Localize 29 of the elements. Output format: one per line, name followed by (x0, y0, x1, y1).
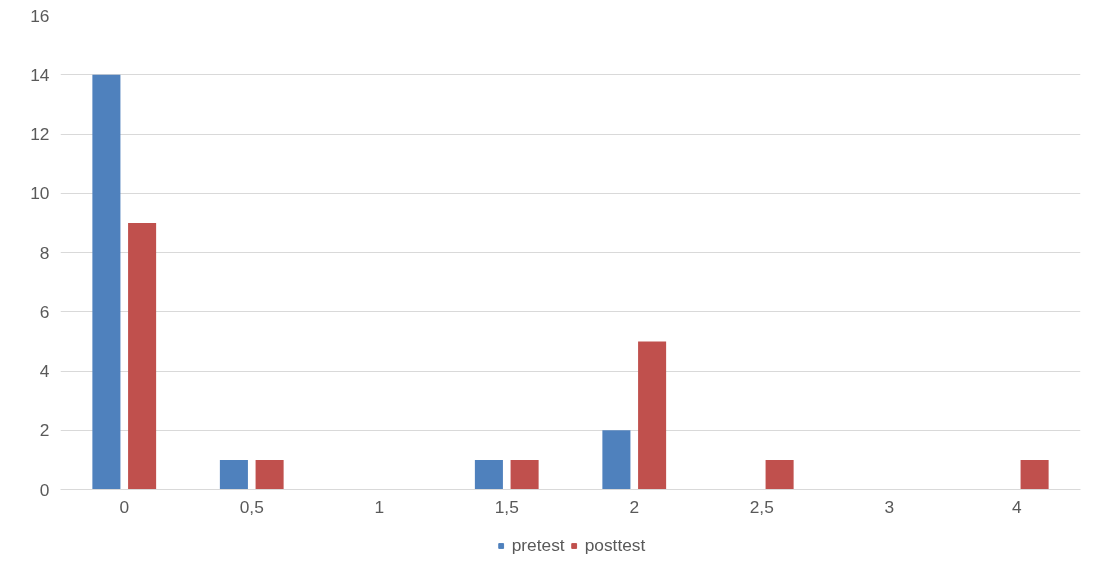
bar (255, 459, 284, 490)
x-tick-label: 2 (629, 496, 640, 517)
bar (510, 459, 539, 490)
bar (638, 341, 667, 490)
y-tick-label: 14 (30, 64, 50, 85)
x-tick-label: 1,5 (494, 496, 519, 517)
y-tick-label: 0 (39, 479, 50, 500)
x-tick-label: 2,5 (749, 496, 774, 517)
x-tick-label: 0 (119, 496, 130, 517)
x-tick-label: 4 (1011, 496, 1022, 517)
y-tick-label: 8 (39, 242, 50, 263)
bar (602, 430, 631, 490)
bar (474, 459, 503, 490)
y-tick-label: 16 (30, 5, 50, 26)
bar (92, 74, 121, 490)
x-tick-label: 3 (884, 496, 895, 517)
legend-label: posttest (584, 534, 646, 556)
y-tick-label: 2 (39, 420, 50, 441)
bar (219, 459, 248, 490)
x-tick-label: 1 (374, 496, 385, 517)
y-tick-label: 6 (39, 301, 50, 322)
bar (1020, 459, 1049, 490)
y-tick-label: 4 (39, 361, 50, 381)
bar (128, 222, 157, 490)
x-tick-label: 0,5 (239, 496, 264, 517)
legend-label: pretest (511, 534, 565, 556)
y-tick-label: 12 (30, 124, 50, 144)
y-tick-label: 10 (30, 183, 50, 204)
bar (765, 459, 794, 490)
